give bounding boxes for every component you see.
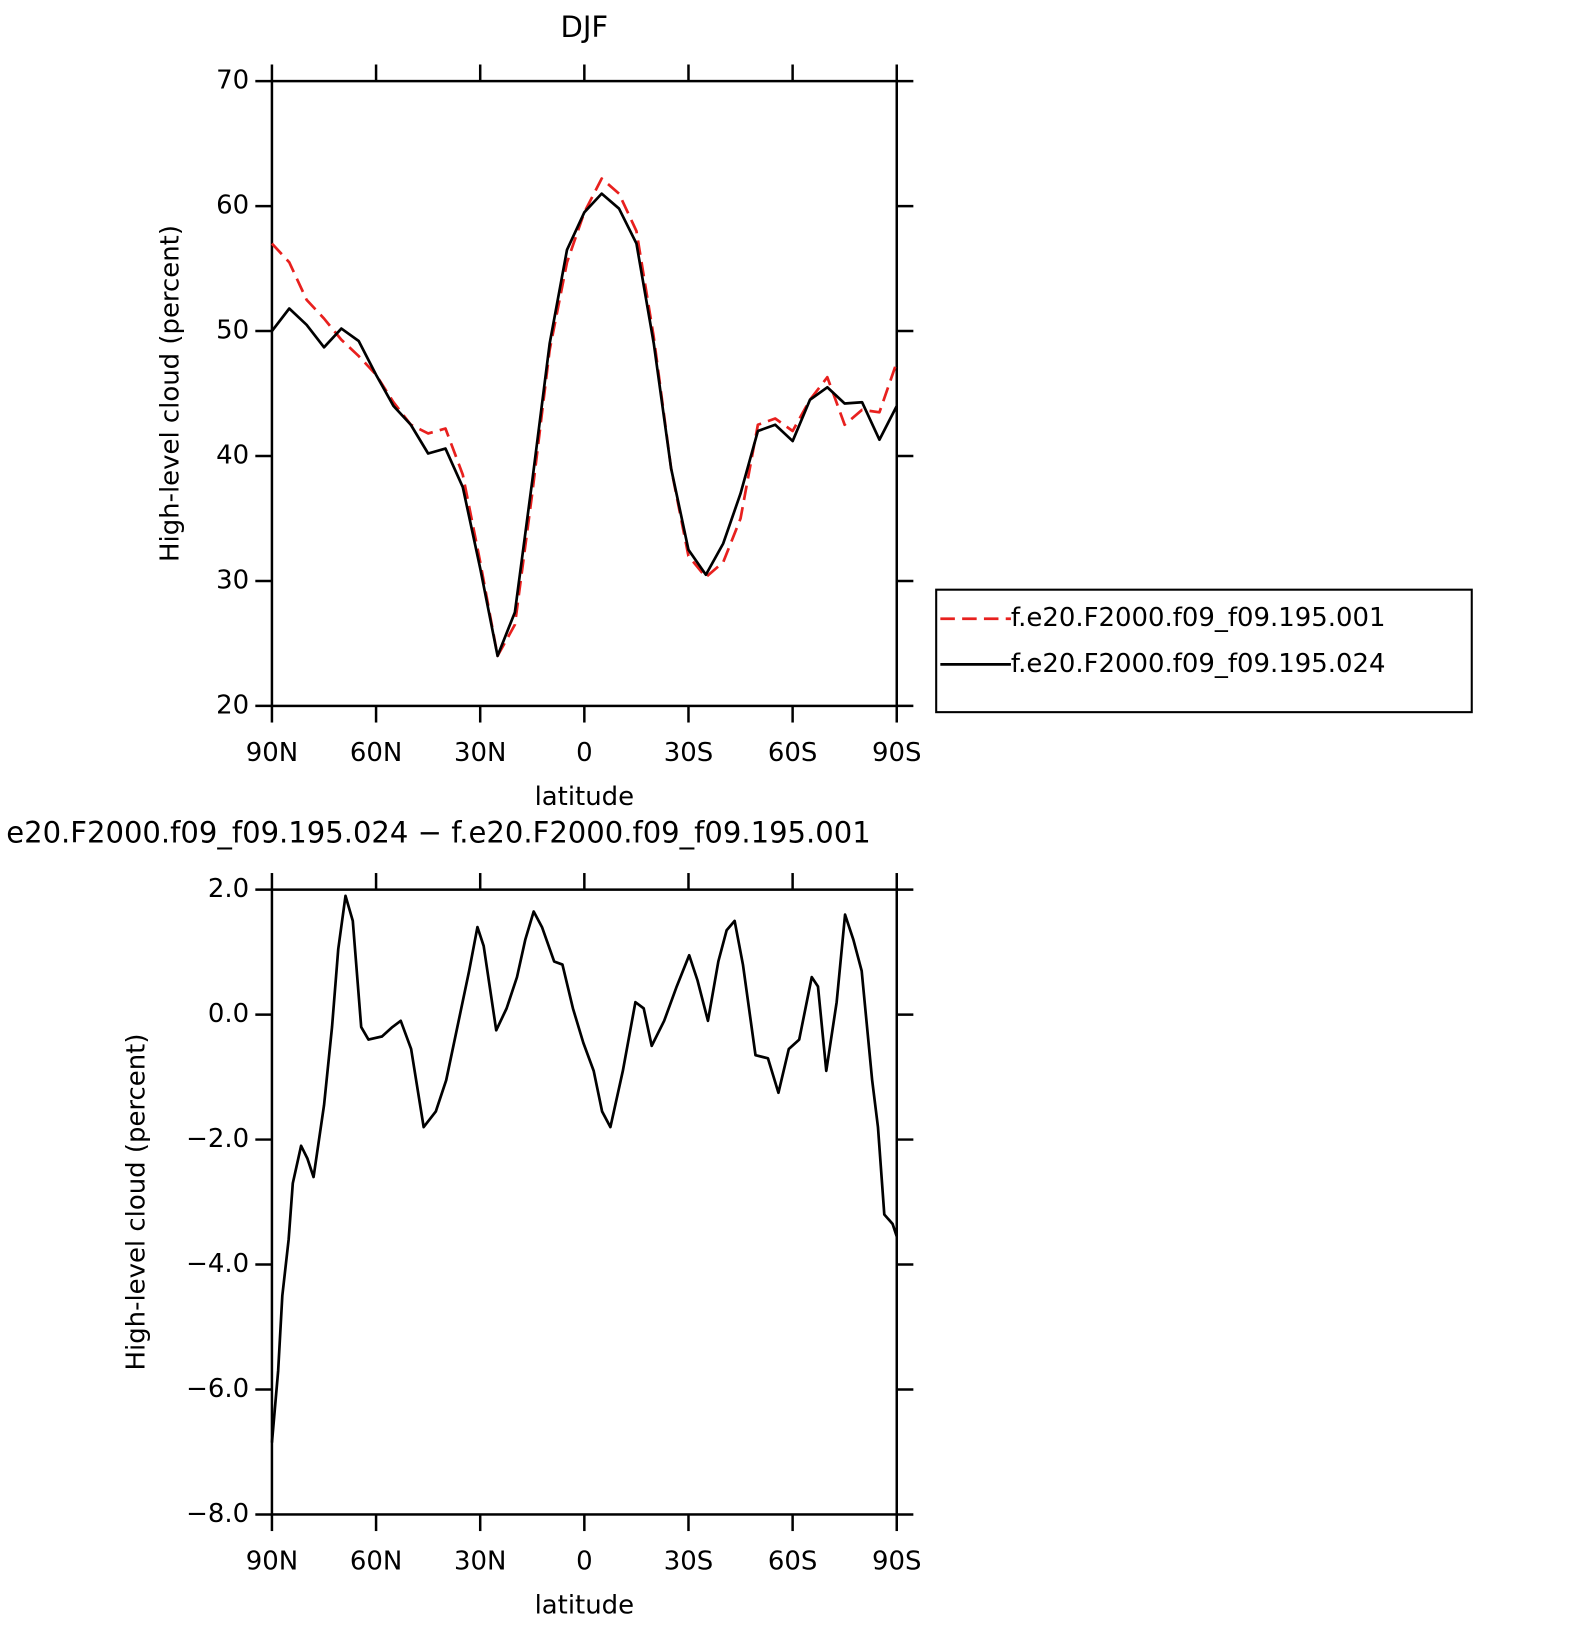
y-tick-label: 40 [216,440,249,470]
x-tick-label: 30N [454,738,506,768]
y-axis-label: High-level cloud (percent) [156,225,186,562]
y-tick-label: −6.0 [186,1374,249,1404]
y-tick-label: −2.0 [186,1124,249,1154]
plot-frame [270,888,898,1516]
x-tick-label: 0 [576,738,593,768]
y-tick-label: 0.0 [208,999,249,1029]
x-tick-label: 60S [768,738,817,768]
y-axis-label: High-level cloud (percent) [122,1034,152,1371]
x-tick-label: 60S [768,1547,817,1577]
plot-frame [270,79,898,708]
x-tick-label: 90S [872,738,921,768]
x-tick-label: 30N [454,1547,506,1577]
data-line [270,894,899,1443]
y-tick-label: 2.0 [208,874,249,904]
x-tick-label: 0 [576,1547,593,1577]
data-line [270,177,899,658]
y-tick-label: 60 [216,191,249,221]
legend-label: f.e20.F2000.f09_f09.195.024 [1011,649,1386,679]
x-tick-label: 30S [664,1547,713,1577]
chart-title: DJF [561,10,609,44]
y-tick-label: −4.0 [186,1249,249,1279]
x-tick-label: 60N [350,1547,402,1577]
x-axis-label: latitude [535,1590,635,1620]
x-tick-label: 90N [246,738,298,768]
data-line [270,192,898,658]
y-tick-label: 30 [216,565,249,595]
x-tick-label: 60N [350,738,402,768]
chart-title: e20.F2000.f09_f09.195.024 − f.e20.F2000.… [6,816,870,850]
legend-box [935,588,1473,714]
y-tick-label: 70 [216,66,249,96]
x-tick-label: 90N [246,1547,298,1577]
y-tick-label: 20 [216,690,249,720]
x-axis-label: latitude [535,782,635,812]
y-tick-label: −8.0 [186,1499,249,1529]
legend-label: f.e20.F2000.f09_f09.195.001 [1011,603,1386,633]
x-tick-label: 30S [664,738,713,768]
y-tick-label: 50 [216,316,249,346]
x-tick-label: 90S [872,1547,921,1577]
